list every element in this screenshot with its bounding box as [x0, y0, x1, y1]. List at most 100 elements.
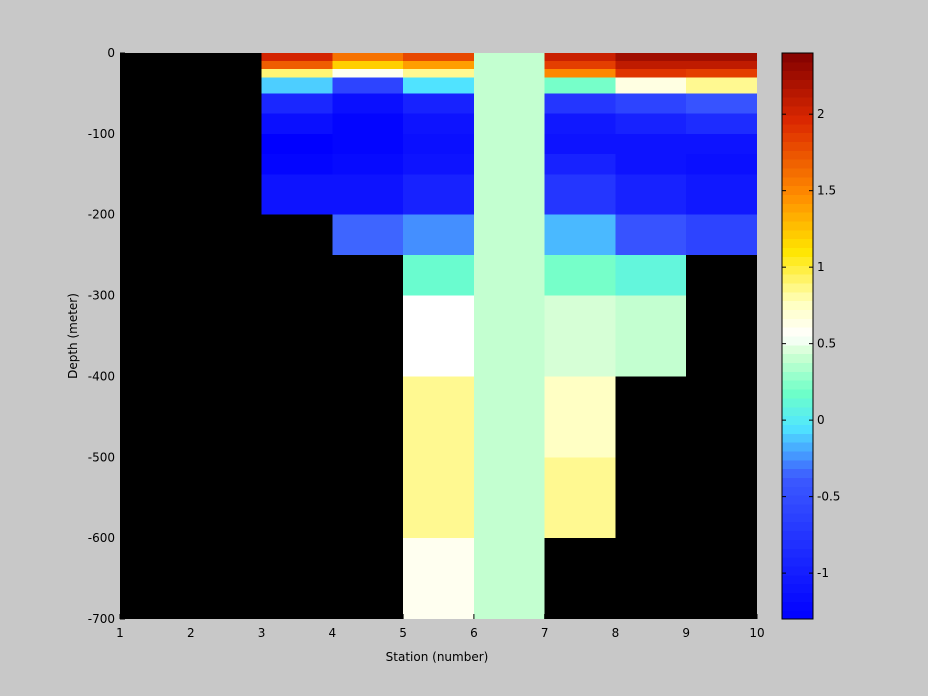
heatmap-cell	[403, 93, 474, 114]
colorbar-segment	[782, 167, 813, 178]
heatmap-cell	[261, 61, 333, 70]
heatmap-cell	[332, 214, 404, 256]
heatmap-cell	[544, 214, 616, 256]
y-tick-label: -400	[88, 369, 115, 383]
colorbar-segment	[782, 583, 813, 593]
x-tick-label: 7	[541, 626, 549, 640]
heatmap-cell	[403, 113, 474, 134]
y-tick-label: 0	[107, 46, 115, 60]
colorbar-segment	[782, 548, 813, 558]
heatmap-cell	[686, 69, 757, 78]
x-tick-label: 6	[470, 626, 478, 640]
heatmap-cell	[332, 93, 404, 114]
heatmap-cell	[544, 113, 616, 134]
heatmap-cell	[544, 53, 616, 62]
heatmap-cell	[332, 53, 404, 62]
colorbar-segment	[782, 539, 813, 549]
colorbar-segment	[782, 504, 813, 514]
colorbar-segment	[782, 132, 813, 142]
colorbar-segment	[782, 433, 813, 443]
heatmap-cell	[686, 77, 757, 94]
heatmap-cell	[403, 133, 474, 155]
heatmap-cell	[403, 61, 474, 70]
heatmap-cell	[615, 154, 687, 175]
heatmap-cell	[332, 174, 404, 215]
colorbar-segment	[782, 389, 813, 399]
heatmap-cell	[686, 174, 757, 215]
colorbar-tick-label: -0.5	[817, 490, 840, 504]
y-tick-label: -500	[88, 450, 115, 464]
heatmap-cell	[403, 154, 474, 175]
heatmap-cell	[403, 376, 474, 458]
heatmap-cell	[615, 214, 687, 256]
heatmap-cell	[403, 77, 474, 94]
colorbar-segment	[782, 212, 813, 222]
heatmap-cell	[615, 295, 687, 377]
heatmap-cell	[615, 61, 687, 70]
heatmap-cell	[544, 295, 616, 377]
heatmap-cell	[403, 174, 474, 215]
colorbar-segment	[782, 61, 813, 72]
x-tick-label: 10	[749, 626, 764, 640]
colorbar-segment	[782, 477, 813, 487]
y-axis: 0 -100 -200 -300 -400 -500 -600 -700	[88, 46, 125, 626]
colorbar-segment	[782, 185, 813, 195]
heatmap-cell	[615, 77, 687, 94]
colorbar-segment	[782, 530, 813, 540]
colorbar-tick-label: 0	[817, 413, 825, 427]
colorbar-segment	[782, 380, 813, 390]
heatmap-cell	[544, 376, 616, 458]
heatmap-cell	[686, 61, 757, 70]
heatmap-cell	[261, 113, 333, 134]
colorbar-segment	[782, 459, 813, 470]
colorbar-segment	[782, 574, 813, 585]
colorbar-segment	[782, 291, 813, 302]
colorbar-segment	[782, 406, 813, 417]
heatmap-cell	[544, 77, 616, 94]
colorbar-segment	[782, 159, 813, 169]
colorbar-segment	[782, 318, 813, 328]
colorbar-segment	[782, 203, 813, 213]
colorbar-segment	[782, 79, 813, 89]
x-tick-label: 5	[399, 626, 407, 640]
colorbar-segment	[782, 114, 813, 125]
colorbar-segment	[782, 336, 813, 346]
colorbar-tick-label: 1	[817, 260, 825, 274]
y-tick-label: -100	[88, 127, 115, 141]
colorbar-segment	[782, 238, 813, 249]
colorbar-segment	[782, 88, 813, 98]
heatmap-cell	[544, 154, 616, 175]
heatmap-cell	[261, 133, 333, 155]
heatmap-cell	[261, 77, 333, 94]
colorbar-segment	[782, 300, 813, 310]
colorbar-segment	[782, 70, 813, 81]
heatmap-cell	[261, 174, 333, 215]
heatmap-cell	[615, 255, 687, 296]
colorbar-segment	[782, 106, 813, 116]
heatmap-cell	[403, 538, 474, 619]
y-tick-label: -200	[88, 208, 115, 222]
colorbar-tick-label: 0.5	[817, 337, 836, 351]
x-tick-label: 2	[187, 626, 195, 640]
colorbar-segment	[782, 229, 813, 240]
colorbar-segment	[782, 557, 813, 567]
colorbar-segment	[782, 221, 813, 231]
colorbar-segment	[782, 194, 813, 204]
x-axis: 1 2 3 4 5 6 7 8 9 10	[116, 614, 765, 640]
colorbar-segment	[782, 309, 813, 319]
colorbar-segment	[782, 486, 813, 496]
colorbar-segment	[782, 150, 813, 160]
colorbar-tick-label: -1	[817, 566, 829, 580]
heatmap-cell	[332, 113, 404, 134]
heatmap-cell	[544, 69, 616, 78]
colorbar-segment	[782, 247, 813, 257]
x-tick-label: 1	[116, 626, 124, 640]
colorbar-segment	[782, 274, 813, 284]
plot-area	[120, 53, 757, 619]
colorbar-segment	[782, 141, 813, 151]
colorbar-segment	[782, 53, 813, 63]
heatmap-cell	[261, 93, 333, 114]
heatmap-cell	[544, 61, 616, 70]
colorbar-segment	[782, 265, 813, 275]
heatmap-cell	[615, 69, 687, 78]
